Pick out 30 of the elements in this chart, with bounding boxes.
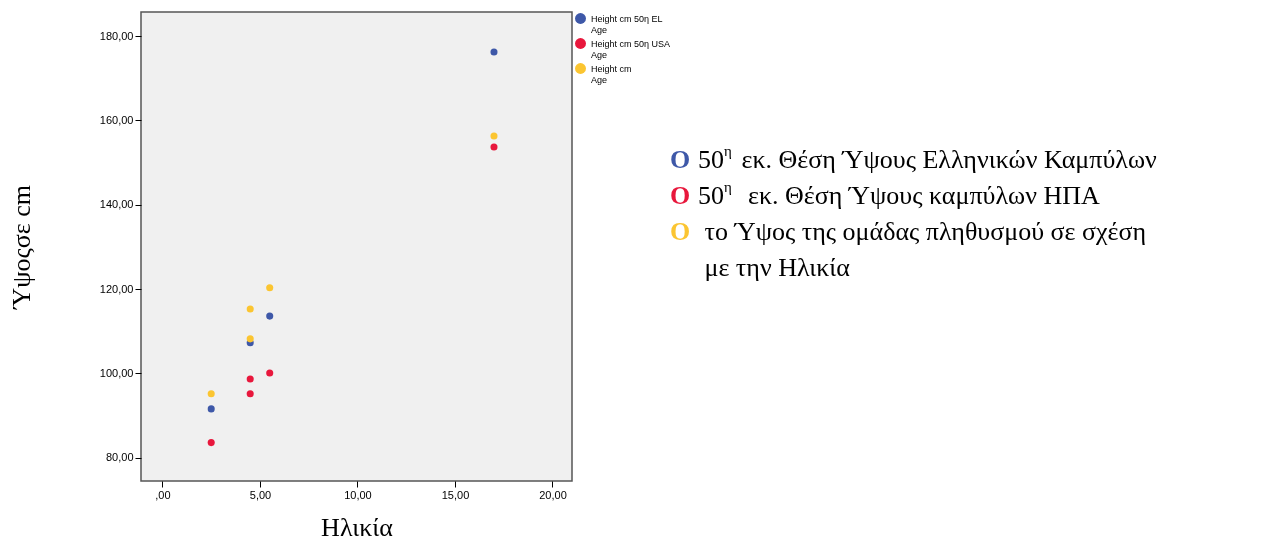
legend-label: Height cm 50η EL Age xyxy=(591,13,663,35)
point xyxy=(490,143,498,151)
x-tick-label: 20,00 xyxy=(539,488,567,501)
x-tick-label: 15,00 xyxy=(441,488,470,501)
point xyxy=(246,305,254,313)
x-axis-title: Ηλικία xyxy=(321,512,394,542)
point xyxy=(490,132,498,140)
legend-label: Height cm Age xyxy=(591,63,632,85)
x-tick-label: 5,00 xyxy=(249,488,272,501)
point xyxy=(207,439,215,447)
point xyxy=(207,390,215,398)
point xyxy=(246,335,254,343)
point xyxy=(266,312,274,320)
point xyxy=(266,284,274,292)
x-tick-label: ,00 xyxy=(155,488,171,501)
y-tick-label: 100,00 xyxy=(99,366,134,379)
x-tick-label: 10,00 xyxy=(344,488,372,501)
y-tick-label: 160,00 xyxy=(99,113,134,126)
y-tick-label: 80,00 xyxy=(105,451,134,464)
text: O το Ύψος της ομάδας πληθυσμού σε σχέση με την Ηλικία xyxy=(670,217,1147,282)
point xyxy=(207,405,215,413)
y-axis-title: Ύψοςσε cm xyxy=(6,185,36,310)
legend-label: Height cm 50η USA Age xyxy=(591,38,671,60)
y-tick-label: 180,00 xyxy=(99,29,134,42)
point xyxy=(246,375,254,383)
y-tick-label: 140,00 xyxy=(99,198,134,211)
y-tick-label: 120,00 xyxy=(99,282,134,295)
point xyxy=(490,48,498,56)
point xyxy=(246,390,254,398)
point xyxy=(266,369,274,377)
